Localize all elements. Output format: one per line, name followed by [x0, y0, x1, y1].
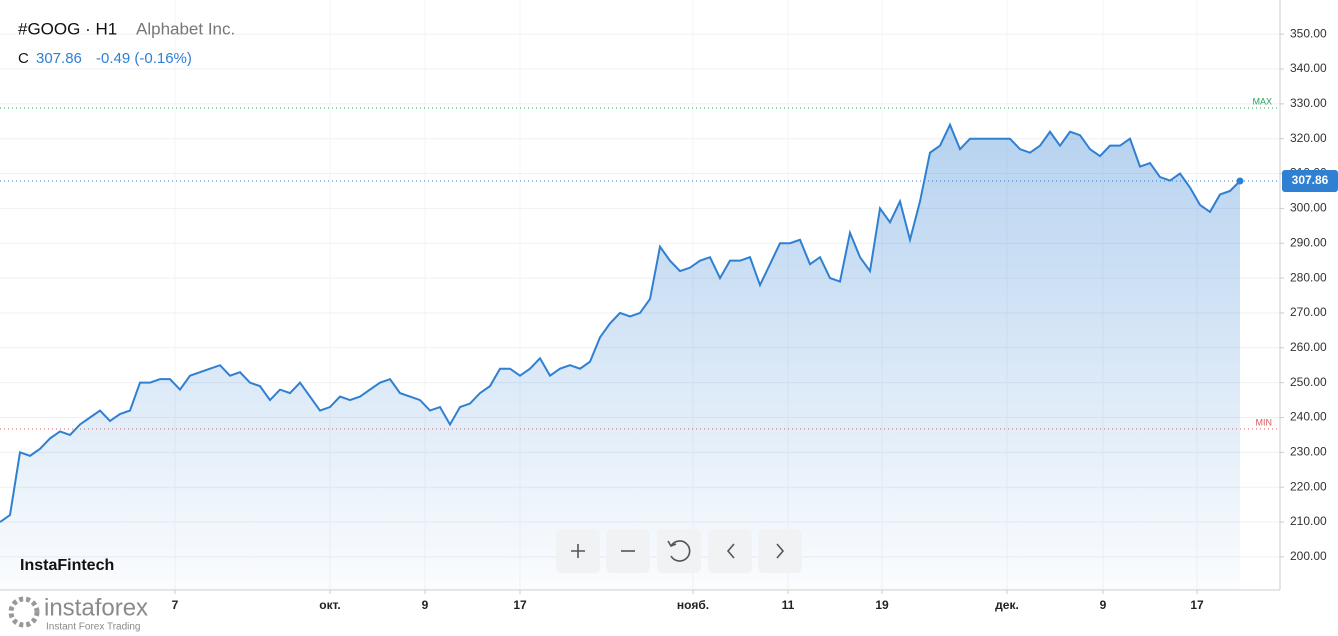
- close-price: 307.86: [36, 50, 82, 67]
- y-tick-label: 270.00: [1290, 305, 1327, 319]
- x-tick-label: 11: [782, 598, 795, 612]
- x-tick-label: 7: [172, 598, 179, 612]
- reset[interactable]: [657, 529, 701, 573]
- y-tick-label: 240.00: [1290, 410, 1327, 424]
- max-line-label: MAX: [1252, 96, 1272, 106]
- y-tick-label: 340.00: [1290, 61, 1327, 75]
- logo-name: instaforex: [44, 594, 148, 621]
- y-tick-label: 280.00: [1290, 270, 1327, 284]
- last-point: [1236, 177, 1244, 185]
- back[interactable]: [708, 529, 752, 573]
- x-tick-label: дек.: [995, 598, 1019, 612]
- y-tick-label: 210.00: [1290, 514, 1327, 528]
- forward[interactable]: [758, 529, 802, 573]
- last-price-label: 307.86: [1292, 173, 1329, 187]
- x-tick-label: 9: [1100, 598, 1107, 612]
- x-tick-label: 17: [1190, 598, 1204, 612]
- symbol: #GOOG · H1: [18, 19, 117, 38]
- y-tick-label: 290.00: [1290, 235, 1327, 249]
- y-tick-label: 300.00: [1290, 201, 1327, 215]
- last-price-tag: [1282, 170, 1338, 193]
- logo-tagline: Instant Forex Trading: [46, 622, 141, 633]
- y-tick-label: 330.00: [1290, 96, 1327, 110]
- x-tick-label: 9: [422, 598, 429, 612]
- min-line-label: MIN: [1256, 417, 1273, 427]
- y-tick-label: 350.00: [1290, 26, 1327, 40]
- close-label: C: [18, 50, 29, 67]
- area: [0, 124, 1240, 591]
- y-tick-label: 250.00: [1290, 375, 1327, 389]
- x-tick-label: окт.: [319, 598, 341, 612]
- controls: [556, 529, 802, 573]
- line: [0, 122, 1241, 523]
- x-tick-label: 19: [875, 598, 889, 612]
- y-tick-label: 220.00: [1290, 479, 1327, 493]
- x-tick-label: 17: [513, 598, 527, 612]
- y-tick-label: 230.00: [1290, 445, 1327, 459]
- watermark: InstaFintech: [20, 557, 114, 574]
- company: Alphabet Inc.: [136, 19, 235, 38]
- y-tick-label: 260.00: [1290, 340, 1327, 354]
- change: -0.49 (-0.16%): [96, 50, 192, 67]
- y-tick-label: 320.00: [1290, 131, 1327, 145]
- logo: instaforex Instant Forex Trading: [0, 592, 180, 636]
- x-tick-label: нояб.: [677, 598, 709, 612]
- y-tick-label: 200.00: [1290, 549, 1327, 563]
